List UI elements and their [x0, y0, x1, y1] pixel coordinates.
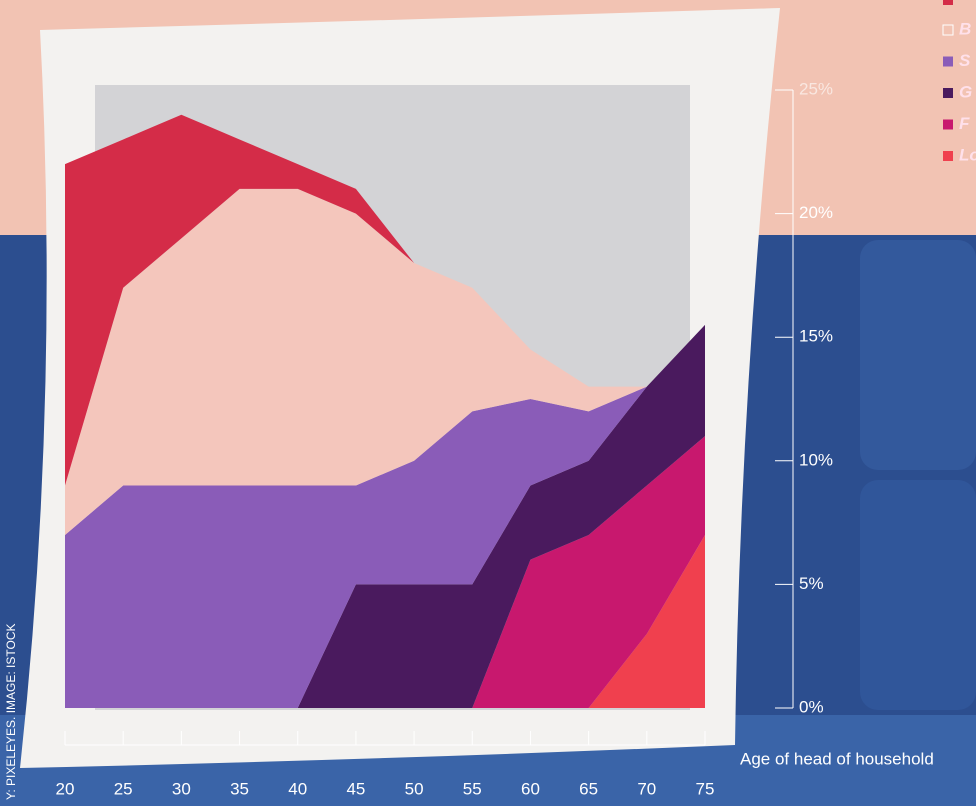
x-tick-label: 40 — [288, 779, 307, 798]
y-tick-label: 25% — [799, 79, 833, 98]
area — [65, 436, 705, 708]
x-tick-label: 60 — [521, 779, 540, 798]
y-tick-label: 15% — [799, 327, 833, 346]
legend-label: B — [959, 19, 971, 38]
x-axis-title: Age of head of household — [740, 749, 934, 768]
plot-area — [65, 114, 705, 708]
x-tick-label: 65 — [579, 779, 598, 798]
area — [65, 534, 705, 708]
legend-label: S — [959, 51, 971, 70]
x-tick-label: 70 — [637, 779, 656, 798]
legend-swatch — [943, 151, 953, 161]
legend-swatch — [943, 88, 953, 98]
legend-swatch — [942, 24, 954, 36]
x-tick-label: 20 — [56, 779, 75, 798]
x-tick-label: 30 — [172, 779, 191, 798]
credit: Y: PIXELEYES. IMAGE: ISTOCK — [4, 623, 18, 800]
legend-swatch — [943, 56, 953, 67]
y-tick-label: 0% — [799, 697, 824, 716]
legend-label: F — [959, 114, 970, 133]
legend-label: Lo — [959, 145, 976, 164]
x-tick-label: 45 — [346, 779, 365, 798]
x-tick-label: 35 — [230, 779, 249, 798]
area — [65, 114, 705, 486]
legend-swatch — [943, 119, 953, 130]
y-tick-label: 5% — [799, 574, 824, 593]
area — [65, 188, 705, 535]
x-tick-label: 55 — [463, 779, 482, 798]
y-tick-label: 20% — [799, 203, 833, 222]
sofa-cushion — [860, 480, 976, 710]
area — [65, 324, 705, 708]
sofa-cushion — [860, 240, 976, 470]
area — [65, 324, 705, 708]
legend-swatch — [943, 0, 953, 5]
x-tick-label: 75 — [696, 779, 715, 798]
y-tick-label: 10% — [799, 450, 833, 469]
legend-label: G — [959, 82, 972, 101]
x-tick-label: 25 — [114, 779, 133, 798]
x-tick-label: 50 — [405, 779, 424, 798]
